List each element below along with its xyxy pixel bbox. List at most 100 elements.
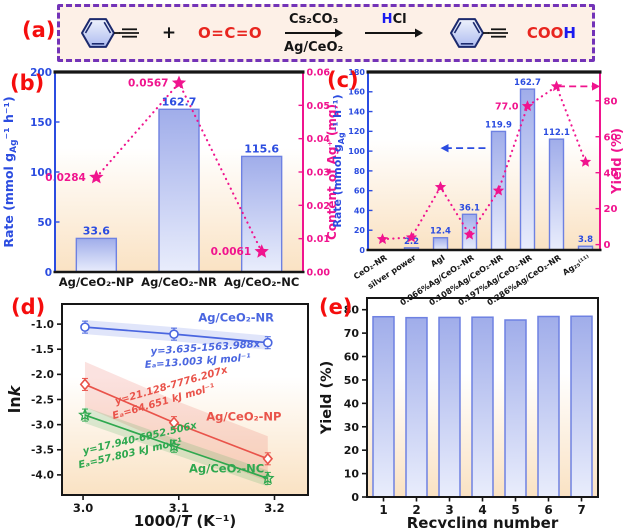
- svg-text:0.0061: 0.0061: [211, 246, 252, 258]
- svg-text:0.03: 0.03: [307, 167, 330, 178]
- svg-text:119.9: 119.9: [485, 120, 512, 130]
- reaction-arrow-1-block: Cs₂CO₃ Ag/CeO₂: [284, 11, 343, 55]
- svg-text:0.05: 0.05: [307, 101, 330, 112]
- svg-text:60: 60: [344, 351, 360, 364]
- svg-text:100: 100: [30, 167, 52, 179]
- svg-text:Content of Ag⁺ (mg): Content of Ag⁺ (mg): [325, 104, 339, 240]
- svg-text:Yield (%): Yield (%): [610, 128, 625, 195]
- svg-text:40: 40: [344, 397, 360, 410]
- svg-text:1000/T (K⁻¹): 1000/T (K⁻¹): [134, 512, 237, 528]
- panel-d-label: (d): [11, 295, 46, 319]
- svg-text:20: 20: [604, 204, 618, 215]
- acid-cl: Cl: [392, 11, 407, 27]
- svg-text:lnk: lnk: [5, 384, 24, 413]
- svg-text:10: 10: [344, 468, 360, 481]
- svg-text:60: 60: [354, 187, 366, 196]
- svg-text:162.7: 162.7: [162, 95, 197, 108]
- panel-a-label: (a): [22, 18, 56, 42]
- svg-text:-2.5: -2.5: [31, 394, 54, 406]
- panel-c-chart: 0 20 40 60 80 100 120 140 160 180 0 20 40 60 80 2.2 12.4…: [331, 68, 625, 308]
- svg-text:0.01: 0.01: [307, 234, 330, 245]
- svg-text:3.8: 3.8: [578, 235, 593, 245]
- svg-text:-3.5: -3.5: [31, 445, 54, 457]
- acid-h: H: [381, 11, 393, 27]
- svg-text:150: 150: [30, 117, 52, 129]
- panel-b-label: (b): [10, 71, 45, 95]
- svg-text:2: 2: [412, 503, 420, 517]
- svg-text:0.06: 0.06: [307, 67, 331, 78]
- svg-text:40: 40: [354, 206, 366, 215]
- svg-text:40: 40: [604, 168, 618, 179]
- svg-text:6: 6: [544, 503, 552, 517]
- reaction-arrow-icon: [365, 28, 424, 38]
- svg-text:160: 160: [348, 88, 365, 97]
- product-phenyl-structure: [450, 18, 508, 48]
- svg-text:20: 20: [344, 444, 360, 457]
- svg-text:112.1: 112.1: [543, 128, 570, 138]
- svg-text:-4.0: -4.0: [31, 470, 54, 482]
- panel-b-chart: 0 50 100 150 200 0.00 0.01 0.02 0.03 0.04 0.05 0.06…: [1, 67, 339, 289]
- svg-text:5: 5: [511, 503, 519, 517]
- panel-e-label: (e): [319, 295, 353, 319]
- svg-text:1: 1: [379, 503, 387, 517]
- svg-text:3: 3: [445, 503, 453, 517]
- svg-text:20: 20: [354, 226, 366, 235]
- svg-text:Ag/CeO₂-NC: Ag/CeO₂-NC: [189, 461, 264, 475]
- svg-text:3.1: 3.1: [169, 501, 189, 515]
- svg-text:Ag/CeO₂-NR: Ag/CeO₂-NR: [198, 311, 274, 325]
- svg-text:7: 7: [577, 503, 585, 517]
- svg-text:0.0284: 0.0284: [45, 172, 86, 184]
- svg-text:140: 140: [348, 107, 365, 116]
- svg-text:50: 50: [344, 374, 360, 387]
- svg-text:115.6: 115.6: [244, 142, 279, 155]
- reaction-arrow-icon: [284, 28, 343, 38]
- svg-text:3.2: 3.2: [264, 501, 284, 515]
- svg-text:77.0: 77.0: [495, 102, 519, 113]
- svg-text:-3.0: -3.0: [31, 419, 54, 431]
- svg-text:200: 200: [30, 67, 52, 79]
- svg-text:Ag₂₅⁽¹¹⁾: Ag₂₅⁽¹¹⁾: [561, 253, 592, 277]
- svg-text:AgI: AgI: [429, 253, 446, 269]
- svg-text:50: 50: [37, 217, 52, 229]
- product-formula: COOH: [527, 24, 576, 42]
- svg-text:80: 80: [604, 96, 618, 107]
- svg-text:Recycling number: Recycling number: [407, 514, 559, 528]
- reaction-arrow-2-block: H Cl: [365, 11, 424, 55]
- panel-e-chart: 0 10 20 30 40 50 60 70 80 1 2 3 4 5 6 7 Recycling number…: [319, 297, 599, 528]
- svg-text:-1.0: -1.0: [31, 319, 54, 331]
- svg-text:Rate (mmol gAg⁻¹ h⁻¹): Rate (mmol gAg⁻¹ h⁻¹): [1, 96, 19, 247]
- svg-text:-1.5: -1.5: [31, 344, 54, 356]
- catalyst-label: Ag/CeO₂: [284, 39, 344, 55]
- svg-text:0.00: 0.00: [307, 267, 331, 278]
- product-h: H: [563, 24, 576, 42]
- svg-text:Yield (%): Yield (%): [319, 361, 335, 435]
- svg-text:0: 0: [359, 246, 365, 255]
- svg-text:Ag/CeO₂-NR: Ag/CeO₂-NR: [141, 275, 217, 289]
- svg-text:0: 0: [604, 240, 611, 251]
- base-reagent-label: Cs₂CO₃: [289, 11, 339, 27]
- product-coo: COO: [526, 24, 564, 42]
- svg-text:Ag/CeO₂-NC: Ag/CeO₂-NC: [224, 275, 299, 289]
- acid-label: H Cl: [382, 11, 407, 27]
- panel-c-label: (c): [327, 68, 359, 92]
- svg-text:0: 0: [351, 491, 359, 504]
- reaction-scheme-panel: + O=C=O Cs₂CO₃ Ag/CeO₂ H Cl: [57, 4, 595, 62]
- svg-text:Ag/CeO₂-NP: Ag/CeO₂-NP: [59, 275, 134, 289]
- svg-text:30: 30: [344, 421, 360, 434]
- svg-text:180: 180: [348, 68, 365, 77]
- svg-text:Rate (mmol gAg⁻¹ h⁻¹): Rate (mmol gAg⁻¹ h⁻¹): [331, 94, 346, 227]
- svg-text:2.2: 2.2: [404, 237, 419, 247]
- svg-text:Ag/CeO₂-NP: Ag/CeO₂-NP: [206, 410, 281, 424]
- svg-text:120: 120: [348, 127, 365, 136]
- svg-text:-2.0: -2.0: [31, 369, 54, 381]
- co2-formula: O=C=O: [198, 24, 263, 42]
- svg-text:4: 4: [478, 503, 486, 517]
- svg-text:33.6: 33.6: [83, 224, 110, 237]
- plus-sign: +: [161, 23, 177, 43]
- svg-text:3.0: 3.0: [73, 501, 93, 515]
- svg-text:60: 60: [604, 132, 618, 143]
- phenylacetylene-structure: [81, 18, 139, 48]
- svg-text:0.02: 0.02: [307, 201, 330, 212]
- svg-text:0: 0: [45, 267, 52, 279]
